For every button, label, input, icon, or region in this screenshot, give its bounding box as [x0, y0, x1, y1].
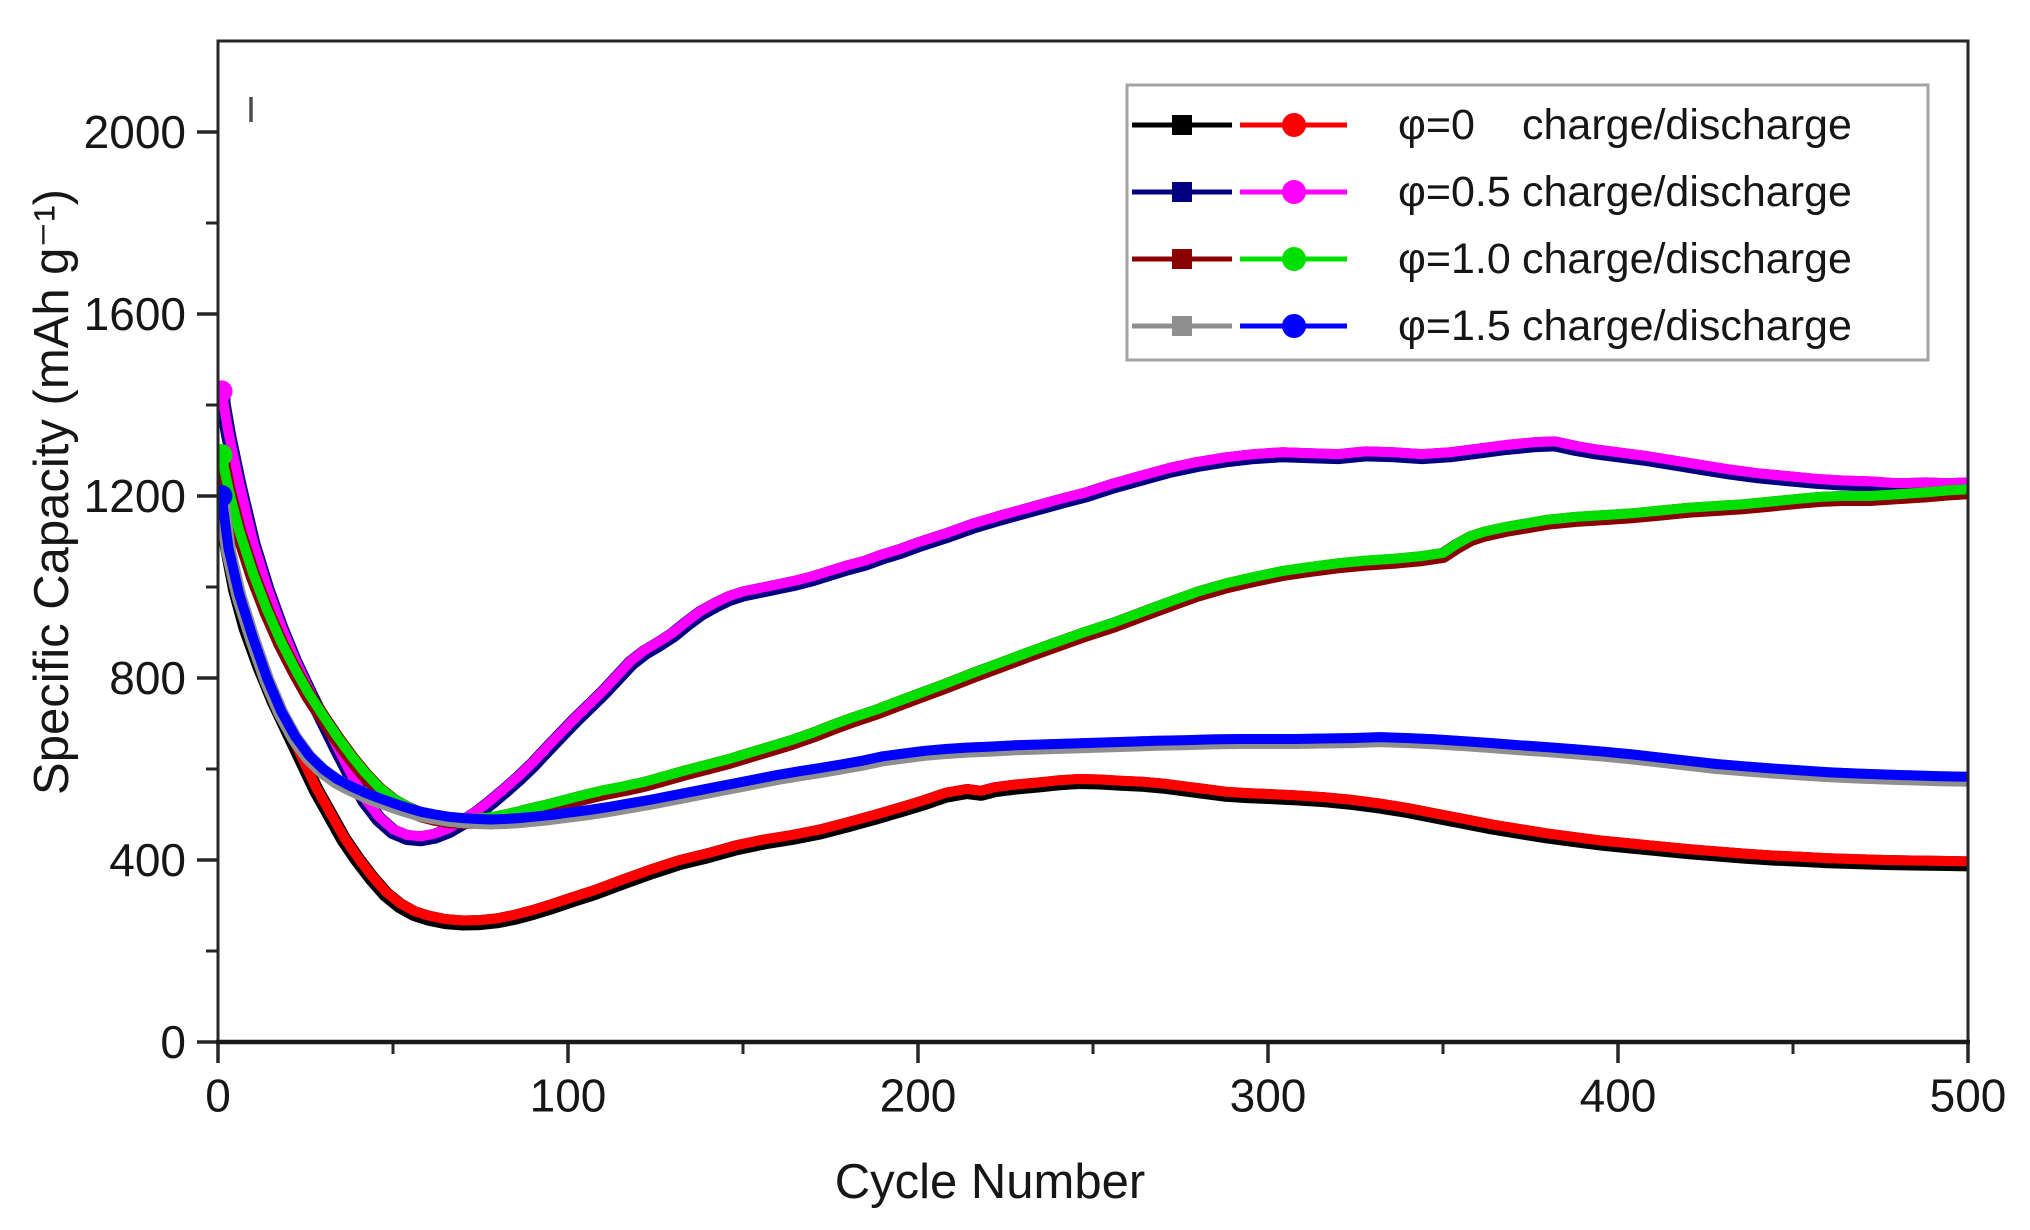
legend-desc-label: charge/discharge — [1522, 302, 1852, 350]
series-1-discharge-first-marker — [218, 380, 233, 403]
legend-charge-square-marker — [1172, 316, 1192, 336]
y-tick-label: 1600 — [84, 288, 186, 340]
y-axis-title: Specific Capacity (mAh g⁻¹) — [25, 189, 79, 795]
x-tick-label: 200 — [880, 1070, 957, 1122]
x-tick-label: 500 — [1930, 1070, 2007, 1122]
series-3-discharge-first-marker — [218, 485, 233, 507]
legend-discharge-circle-marker — [1282, 314, 1306, 338]
series-2-discharge-first-marker — [218, 444, 233, 467]
legend-desc-label: charge/discharge — [1522, 235, 1852, 283]
legend-charge-square-marker — [1172, 182, 1192, 202]
legend-phi-label: φ=1.0 — [1398, 235, 1511, 283]
y-tick-label: 0 — [160, 1016, 186, 1068]
x-tick-label: 0 — [205, 1070, 231, 1122]
legend-charge-square-marker — [1172, 115, 1192, 135]
y-tick-label: 2000 — [84, 106, 186, 158]
data-series-group — [218, 380, 1968, 931]
series-3-discharge-line — [218, 491, 1968, 825]
series-3-charge-line — [218, 491, 1968, 830]
legend-discharge-circle-marker — [1282, 113, 1306, 137]
legend-discharge-circle-marker — [1282, 247, 1306, 271]
axis-ticks-group: 0 100 200 300 400 500 0 400 800 1200 1600 2000 — [84, 106, 2007, 1122]
series-1-discharge-line — [218, 386, 1968, 842]
series-0-charge-line — [218, 506, 1968, 931]
x-tick-label: 400 — [1580, 1070, 1657, 1122]
legend-discharge-circle-marker — [1282, 180, 1306, 204]
x-axis-title: Cycle Number — [835, 1155, 1145, 1209]
legend-phi-label: φ=0 — [1398, 101, 1475, 149]
x-tick-label: 300 — [1230, 1070, 1307, 1122]
series-0-discharge-line — [218, 506, 1968, 926]
legend-desc-label: charge/discharge — [1522, 168, 1852, 216]
legend-phi-label: φ=1.5 — [1398, 302, 1511, 350]
y-tick-label: 800 — [109, 652, 186, 704]
legend-box — [1125, 83, 1930, 362]
legend-desc-label: charge/discharge — [1522, 101, 1852, 149]
legend-charge-square-marker — [1172, 249, 1192, 269]
legend-phi-label: φ=0.5 — [1398, 168, 1511, 216]
x-tick-label: 100 — [530, 1070, 607, 1122]
y-tick-label: 400 — [109, 834, 186, 886]
y-tick-label: 1200 — [84, 470, 186, 522]
